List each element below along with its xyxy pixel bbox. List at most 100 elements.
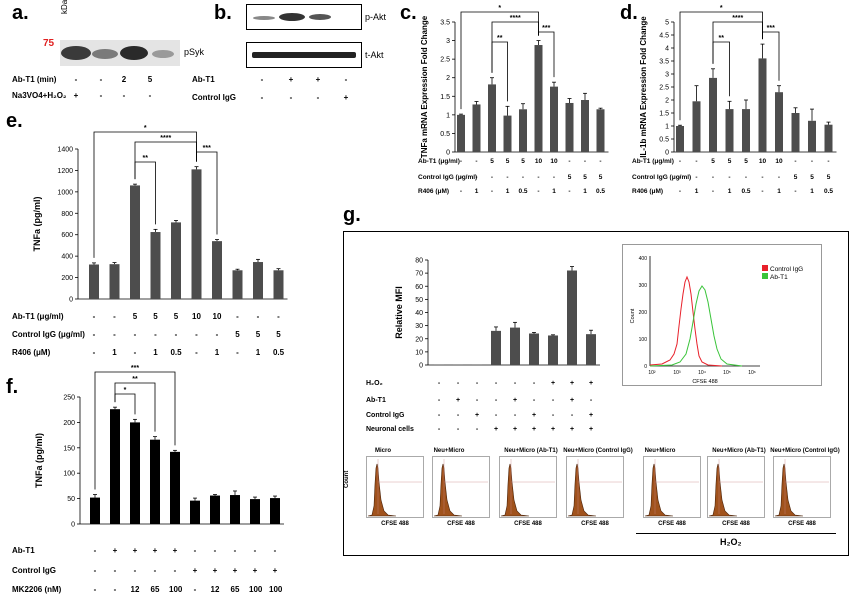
y-tick-label: 30 [415, 323, 423, 330]
panel-f-cell: - [189, 546, 201, 555]
bar [270, 498, 280, 524]
panel-f-cell: + [189, 566, 201, 575]
panel-e-cell: 5 [232, 330, 244, 339]
panel-a-cell: 2 [120, 75, 128, 84]
panel-c-cell: 5 [502, 158, 514, 165]
panel-f-cell: - [109, 585, 121, 594]
panel-g-row-label: Control IgG [366, 412, 405, 419]
bar [709, 78, 717, 152]
panel-c-cell: 10 [533, 158, 545, 165]
panel-g-cell: - [471, 397, 483, 404]
panel-g-cell: - [471, 426, 483, 433]
significance-label: * [124, 387, 127, 394]
panel-g-cell: - [433, 412, 445, 419]
bar [253, 262, 263, 299]
panel-g-cell: - [452, 412, 464, 419]
y-tick-label: 3 [446, 38, 450, 45]
panel-f-cell: - [229, 546, 241, 555]
panel-g-cell: - [433, 380, 445, 387]
bar [567, 271, 577, 366]
legend-swatch-abt1 [762, 273, 768, 279]
y-tick-label: 0 [419, 363, 423, 370]
significance-label: ** [132, 376, 138, 383]
overlay-xlabel: CFSE 488 [692, 379, 717, 385]
panel-e-cell: - [232, 348, 244, 357]
bar [457, 115, 465, 152]
panel-f-cell: + [169, 546, 181, 555]
panel-g-cell: + [566, 397, 578, 404]
overlay-x-tick: 10⁶ [748, 370, 756, 376]
bar [504, 116, 512, 152]
overlay-y-tick: 0 [644, 364, 647, 370]
panel-c-cell: 1 [579, 188, 591, 195]
panel-label-b: b. [214, 2, 232, 25]
panel-e-row-label: Control IgG (μg/ml) [12, 330, 85, 339]
bar [510, 328, 520, 365]
panel-e-cell: 5 [252, 330, 264, 339]
bar [488, 84, 496, 152]
panel-e-cell: - [129, 330, 141, 339]
panel-f-cell: + [209, 566, 221, 575]
y-tick-label: 1200 [57, 168, 73, 175]
panel-d-cell: 1 [773, 188, 785, 195]
panel-g-cell: - [585, 397, 597, 404]
bar [170, 452, 180, 524]
panel-d-cell: 5 [724, 158, 736, 165]
panel-c-cell: - [471, 174, 483, 181]
panel-b-cell: + [314, 75, 322, 84]
histogram-xlabel: CFSE 488 [499, 521, 557, 527]
panel-g-cell: + [585, 412, 597, 419]
panel-f-cell: - [89, 585, 101, 594]
panel-f-cell: + [129, 546, 141, 555]
overlay-y-tick: 400 [639, 256, 648, 262]
y-tick-label: 200 [61, 275, 73, 282]
h2o2-group-line [636, 533, 836, 534]
panel-e-cell: 10 [211, 312, 223, 321]
panel-g-cell: + [471, 412, 483, 419]
panel-g-cell: - [452, 380, 464, 387]
panel-f-row-label: Control IgG [12, 566, 56, 575]
panel-b-row-label: Control IgG [192, 93, 236, 102]
y-tick-label: 3.5 [659, 59, 669, 66]
panel-d-cell: - [757, 174, 769, 181]
histogram-xlabel: CFSE 488 [773, 521, 831, 527]
panel-g-cell: + [528, 412, 540, 419]
panel-e-cell: 0.5 [273, 348, 285, 357]
y-tick-label: 1000 [57, 189, 73, 196]
panel-g-cell: - [433, 426, 445, 433]
significance-label: *** [203, 145, 211, 152]
bar [529, 334, 539, 366]
panel-a-cell: - [120, 91, 128, 100]
panel-c-cell: 5 [517, 158, 529, 165]
significance-bracket [492, 22, 539, 73]
panel-d-cell: - [806, 158, 818, 165]
panel-g-cell: - [509, 380, 521, 387]
panel-f-cell: 65 [149, 585, 161, 594]
y-tick-label: 0 [446, 150, 450, 157]
panel-f-cell: + [149, 546, 161, 555]
panel-b-cell: - [287, 93, 295, 102]
bar [110, 264, 120, 299]
panel-g-row-label: Ab-T1 [366, 397, 386, 404]
bar [597, 109, 605, 152]
panel-e-cell: 1 [109, 348, 121, 357]
significance-bracket [461, 12, 539, 109]
panel-e-cell: - [129, 348, 141, 357]
panel-e-cell: 10 [191, 312, 203, 321]
panel-d-row-label: R406 (μM) [632, 188, 663, 195]
panel-d-cell: 10 [773, 158, 785, 165]
panel-c-cell: - [533, 174, 545, 181]
panel-c-cell: 5 [579, 174, 591, 181]
cfse-histogram [707, 456, 765, 518]
y-axis-label: TNFa (pg/ml) [34, 433, 44, 488]
y-tick-label: 4.5 [659, 33, 669, 40]
significance-label: *** [767, 25, 775, 32]
panel-c-cell: - [517, 174, 529, 181]
significance-label: *** [542, 25, 550, 32]
bar [726, 109, 734, 152]
y-axis-label: TNFa mRNA Expression Fold Change [420, 15, 429, 158]
y-tick-label: 1 [665, 124, 669, 131]
panel-d-cell: - [707, 174, 719, 181]
kda-label: kDa [60, 0, 69, 14]
